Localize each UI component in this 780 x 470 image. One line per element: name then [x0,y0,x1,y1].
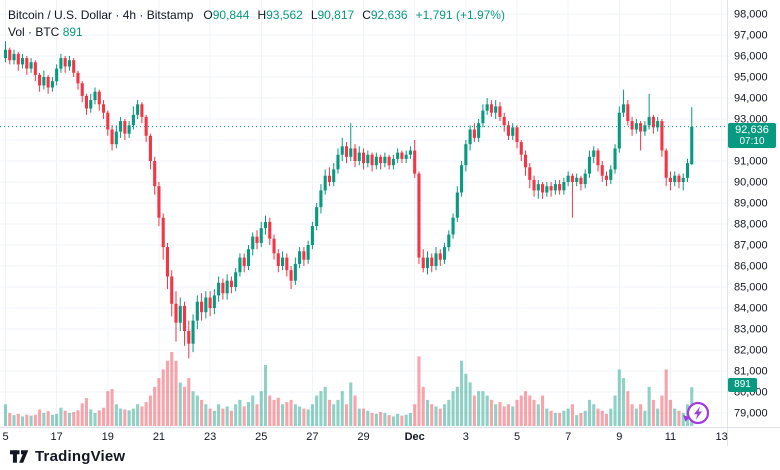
high-label: H [257,8,267,22]
low-label: L [310,8,318,22]
svg-text:81,000: 81,000 [734,366,768,378]
high-value: 93,562 [266,8,303,22]
svg-text:98,000: 98,000 [734,9,768,21]
volume-bars [3,352,694,426]
close-label: C [362,8,371,22]
symbol-legend: Bitcoin / U.S. Dollar · 4h · Bitstamp O90… [8,7,505,41]
svg-text:23: 23 [204,431,216,443]
svg-text:89,000: 89,000 [734,198,768,210]
svg-text:25: 25 [255,431,267,443]
svg-text:17: 17 [51,431,63,443]
svg-text:82,000: 82,000 [734,345,768,357]
close-value: 92,636 [370,8,408,22]
svg-text:29: 29 [357,431,369,443]
svg-text:90,000: 90,000 [734,177,768,189]
open-value: 90,844 [212,8,250,22]
svg-text:5: 5 [514,431,520,443]
svg-text:21: 21 [153,431,165,443]
svg-text:85,000: 85,000 [734,282,768,294]
lightning-bolt-icon [683,401,710,425]
svg-text:87,000: 87,000 [734,240,768,252]
svg-text:97,000: 97,000 [734,30,768,42]
svg-text:84,000: 84,000 [734,303,768,315]
svg-text:27: 27 [306,431,318,443]
legend-symbol-row: Bitcoin / U.S. Dollar · 4h · Bitstamp O90… [8,7,505,24]
svg-text:7: 7 [565,431,571,443]
change-value: +1,791 (+1.97%) [415,8,505,22]
tradingview-mark-icon [10,450,29,463]
svg-text:88,000: 88,000 [734,219,768,231]
legend-volume-row: Vol · BTC 891 [8,24,505,41]
last-price: 92,636 [735,124,769,136]
time-axis[interactable]: 5 17 19 21 23 25 27 29 Dec 3 5 7 9 11 13 [2,431,727,443]
ohlc-low: L90,817 [311,8,354,22]
svg-text:95,000: 95,000 [734,72,768,84]
symbol-title[interactable]: Bitcoin / U.S. Dollar · 4h · Bitstamp [8,8,194,22]
last-price-badge[interactable]: 92,636 07:10 [728,123,776,148]
low-value: 90,817 [317,8,355,22]
svg-text:5: 5 [2,431,8,443]
svg-text:11: 11 [665,431,676,443]
svg-text:91,000: 91,000 [734,156,768,168]
tradingview-logo[interactable]: TradingView [10,448,125,465]
svg-text:19: 19 [102,431,114,443]
svg-text:83,000: 83,000 [734,324,768,336]
ohlc-close: C92,636 [362,8,407,22]
svg-text:93,000: 93,000 [734,114,768,126]
svg-text:94,000: 94,000 [734,93,768,105]
svg-text:Dec: Dec [405,431,425,443]
volume-value: 891 [62,25,83,39]
svg-text:3: 3 [463,431,469,443]
open-label: O [203,8,213,22]
volume-label: Vol · BTC [8,25,60,39]
tradingview-logo-text: TradingView [35,448,126,465]
lightning-marker[interactable] [681,398,715,428]
candles-layer [3,41,694,359]
svg-text:13: 13 [715,431,727,443]
ohlc-open: O90,844 [203,8,249,22]
axis-separators [0,0,780,446]
svg-text:86,000: 86,000 [734,261,768,273]
svg-text:9: 9 [616,431,622,443]
volume-axis-badge: 891 [728,378,757,392]
bar-countdown: 07:10 [739,136,765,147]
grid-lines [0,0,727,427]
svg-text:79,000: 79,000 [734,408,768,420]
svg-text:96,000: 96,000 [734,51,768,63]
price-axis[interactable]: 98,00097,00096,00095,00094,00093,00092,0… [734,9,768,420]
ohlc-high: H93,562 [257,8,302,22]
